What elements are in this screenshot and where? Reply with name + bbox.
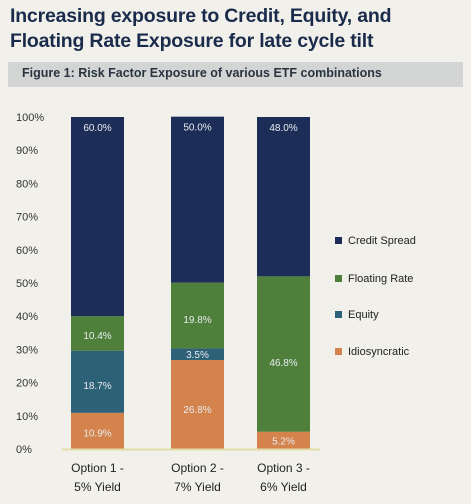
- y-tick-label: 60%: [16, 245, 38, 257]
- page-title: Increasing exposure to Credit, Equity, a…: [10, 4, 465, 54]
- legend-swatch: [335, 237, 342, 244]
- data-label: 18.7%: [83, 381, 111, 392]
- data-label: 50.0%: [183, 123, 211, 134]
- category-label: 6% Yield: [260, 480, 307, 494]
- legend-swatch: [335, 311, 342, 318]
- bar-segment-credit-spread: [171, 116, 224, 283]
- bar-segment-floating-rate: [171, 282, 224, 349]
- bar-segment-equity: [71, 350, 124, 413]
- legend-label: Equity: [348, 309, 379, 321]
- data-label: 3.5%: [186, 350, 209, 361]
- page-title-line-2: Floating Rate Exposure for late cycle ti…: [10, 30, 374, 52]
- page-title-line-1: Increasing exposure to Credit, Equity, a…: [10, 5, 392, 27]
- bar-segment-floating-rate: [257, 276, 310, 432]
- y-tick-label: 0%: [16, 444, 32, 456]
- category-label: Option 3 -: [257, 461, 310, 475]
- bar-segment-idiosyncratic: [171, 360, 224, 449]
- y-tick-label: 50%: [16, 278, 38, 290]
- category-label: 5% Yield: [74, 480, 121, 494]
- legend-swatch: [335, 348, 342, 355]
- category-label: Option 1 -: [71, 461, 124, 475]
- data-label: 5.2%: [272, 436, 295, 447]
- data-label: 19.8%: [183, 315, 211, 326]
- y-tick-label: 70%: [16, 212, 38, 224]
- y-tick-label: 80%: [16, 178, 38, 190]
- y-tick-label: 20%: [16, 378, 38, 390]
- y-tick-label: 40%: [16, 311, 38, 323]
- figure-title: Figure 1: Risk Factor Exposure of variou…: [22, 66, 382, 80]
- data-label: 26.8%: [183, 405, 211, 416]
- bar-segment-credit-spread: [71, 117, 124, 317]
- y-tick-label: 10%: [16, 411, 38, 423]
- bar-segment-idiosyncratic: [257, 431, 310, 449]
- data-label: 46.8%: [269, 358, 297, 369]
- legend-label: Floating Rate: [348, 273, 413, 285]
- data-label: 10.9%: [83, 429, 111, 440]
- y-tick-label: 30%: [16, 344, 38, 356]
- bar-segment-floating-rate: [71, 316, 124, 351]
- category-label: 7% Yield: [174, 480, 221, 494]
- bar-segment-credit-spread: [257, 117, 310, 277]
- data-label: 48.0%: [269, 123, 297, 134]
- data-label: 10.4%: [83, 331, 111, 342]
- bar-segment-equity: [171, 348, 224, 361]
- legend-swatch: [335, 275, 342, 282]
- y-tick-label: 90%: [16, 145, 38, 157]
- bar-segment-idiosyncratic: [71, 412, 124, 449]
- y-tick-label: 100%: [16, 112, 44, 124]
- legend-label: Idiosyncratic: [348, 346, 410, 358]
- data-label: 60.0%: [83, 123, 111, 134]
- category-label: Option 2 -: [171, 461, 224, 475]
- figure-title-band: Figure 1: Risk Factor Exposure of variou…: [8, 62, 463, 87]
- legend-label: Credit Spread: [348, 235, 416, 247]
